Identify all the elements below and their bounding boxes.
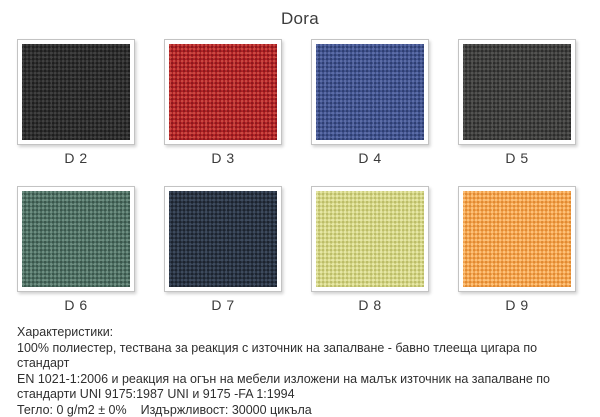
weight-value: Тегло: 0 g/m2 ± 0% — [17, 402, 127, 417]
fabric-swatch-d5 — [463, 44, 571, 140]
swatch-frame — [311, 186, 429, 292]
swatch-label: D 3 — [211, 150, 235, 166]
durability-value: Издържливост: 30000 цикъла — [140, 402, 312, 417]
swatch-frame — [311, 39, 429, 145]
swatch-frame — [164, 39, 282, 145]
fabric-swatch-d7 — [169, 191, 277, 287]
characteristics-line: стандарти UNI 9175:1987 UNI и 9175 -FA 1… — [17, 387, 295, 401]
swatch-frame — [458, 39, 576, 145]
fabric-swatch-d4 — [316, 44, 424, 140]
swatch-label: D 7 — [211, 297, 235, 313]
swatch-frame — [17, 39, 135, 145]
swatch-frame — [164, 186, 282, 292]
page-title: Dora — [280, 9, 320, 28]
fabric-swatch-d6 — [22, 191, 130, 287]
swatch-cell: D 5 — [458, 39, 576, 166]
characteristics-section: Характеристики: 100% полиестер, тествана… — [17, 325, 590, 417]
swatch-cell: D 9 — [458, 186, 576, 313]
swatch-label: D 6 — [64, 297, 88, 313]
fabric-swatch-d8 — [316, 191, 424, 287]
swatch-cell: D 3 — [164, 39, 282, 166]
swatch-row-1: D 2 D 3 D 4 D 5 — [0, 39, 600, 166]
swatch-cell: D 7 — [164, 186, 282, 313]
swatch-row-2: D 6 D 7 D 8 D 9 — [0, 186, 600, 313]
fabric-swatch-d3 — [169, 44, 277, 140]
swatch-cell: D 2 — [17, 39, 135, 166]
swatch-cell: D 6 — [17, 186, 135, 313]
swatch-cell: D 4 — [311, 39, 429, 166]
swatch-label: D 4 — [358, 150, 382, 166]
swatch-frame — [458, 186, 576, 292]
spec-line: Тегло: 0 g/m2 ± 0% Издържливост: 30000 ци… — [17, 403, 590, 417]
swatch-label: D 5 — [505, 150, 529, 166]
fabric-swatch-d9 — [463, 191, 571, 287]
characteristics-heading: Характеристики: — [17, 325, 114, 339]
characteristics-line: EN 1021-1:2006 и реакция на огън на мебе… — [17, 371, 550, 386]
characteristics-line: 100% полиестер, тествана за реакция с из… — [17, 340, 538, 371]
fabric-swatch-d2 — [22, 44, 130, 140]
swatch-grid: D 2 D 3 D 4 D 5 — [0, 39, 600, 313]
swatch-label: D 2 — [64, 150, 88, 166]
swatch-label: D 8 — [358, 297, 382, 313]
swatch-frame — [17, 186, 135, 292]
swatch-label: D 9 — [505, 297, 529, 313]
swatch-cell: D 8 — [311, 186, 429, 313]
